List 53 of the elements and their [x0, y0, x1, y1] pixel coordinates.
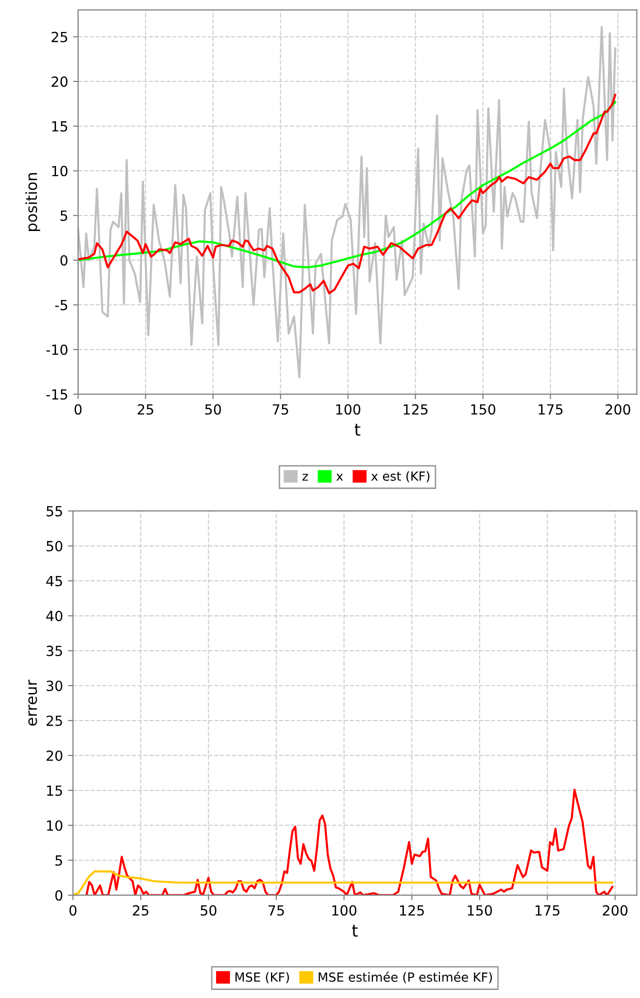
y-tick-label: 40	[46, 610, 62, 622]
x-axis-title: t	[352, 924, 358, 937]
y-tick-label: 50	[46, 540, 62, 552]
legend-label: x est (KF)	[371, 471, 430, 482]
x-tick-label: 25	[138, 404, 154, 415]
line-series	[78, 94, 616, 294]
x-tick-label: 50	[200, 905, 216, 916]
y-tick-label: 45	[46, 576, 62, 586]
y-tick-label: 30	[46, 680, 62, 692]
x-tick-label: 75	[272, 404, 288, 415]
legend-label: x	[336, 474, 343, 481]
y-tick-label: -10	[46, 344, 68, 356]
x-tick-label: 150	[468, 905, 492, 916]
y-tick-label: 20	[46, 750, 62, 761]
x-tick-label: 25	[132, 905, 148, 916]
legend-label: z	[302, 474, 308, 481]
y-tick-label: 25	[52, 32, 68, 42]
x-tick-label: 200	[602, 905, 628, 916]
x-tick-label: 200	[606, 404, 630, 415]
line-series	[85, 788, 614, 896]
x-tick-label: 150	[471, 404, 496, 415]
legend-label: MSE (KF)	[236, 972, 289, 984]
x-tick-label: 100	[332, 905, 356, 916]
line-series	[78, 100, 616, 268]
y-axis-title: position	[25, 173, 40, 231]
y-tick-label: 10	[47, 820, 62, 831]
y-tick-label: 5	[55, 855, 62, 866]
x-tick-label: 125	[400, 905, 424, 916]
legend-label: MSE estimée (P estimée KF)	[318, 972, 492, 984]
x-tick-label: 100	[336, 404, 360, 415]
y-tick-label: 20	[52, 76, 68, 87]
line-series	[72, 870, 614, 896]
x-tick-label: 0	[69, 905, 76, 916]
y-axis-title: erreur	[28, 680, 38, 726]
x-tick-label: 0	[74, 404, 82, 415]
y-tick-label: 55	[46, 506, 62, 516]
y-tick-label: 15	[47, 786, 62, 796]
x-tick-label: 175	[538, 404, 562, 415]
y-tick-label: 35	[46, 646, 62, 656]
x-tick-label: 175	[536, 905, 560, 916]
x-tick-label: 75	[268, 905, 284, 916]
y-tick-label: 0	[60, 255, 68, 266]
y-tick-label: 15	[52, 121, 68, 132]
x-tick-label: 125	[404, 404, 428, 415]
y-tick-label: 0	[55, 890, 62, 901]
y-tick-label: -5	[55, 300, 68, 310]
x-tick-label: 50	[205, 404, 221, 415]
y-tick-label: 25	[46, 716, 62, 726]
line-series	[78, 26, 616, 378]
x-axis-title: t	[354, 424, 360, 436]
y-tick-label: 5	[60, 210, 68, 221]
y-tick-label: 10	[52, 166, 68, 176]
y-tick-label: -15	[46, 389, 68, 400]
